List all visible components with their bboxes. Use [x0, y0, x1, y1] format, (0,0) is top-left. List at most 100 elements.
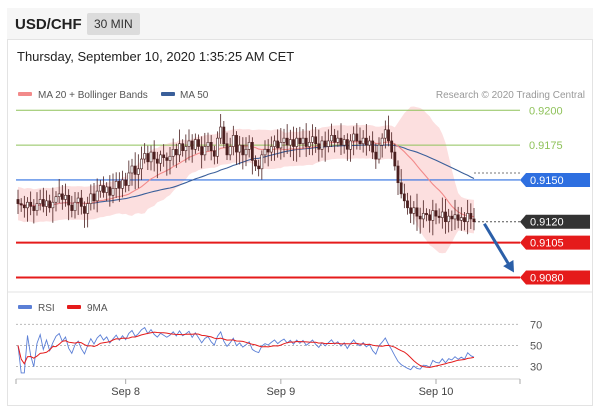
candle-body — [364, 137, 368, 146]
candle-body — [168, 155, 172, 161]
candle-body — [444, 211, 447, 223]
candle-body — [16, 199, 20, 204]
candle-body — [358, 140, 362, 145]
x-tick-label: Sep 9 — [266, 386, 295, 398]
candle-body — [184, 146, 188, 151]
candle-body — [390, 140, 394, 153]
candle-body — [86, 203, 90, 214]
candle-body — [323, 140, 327, 147]
candle-body — [206, 142, 210, 147]
candle-body — [95, 190, 99, 202]
projection-layer — [483, 222, 514, 273]
level-lines-layer — [16, 109, 520, 279]
x-tick-label: Sep 10 — [419, 386, 454, 398]
candle-body — [105, 186, 109, 193]
rsi-ma-legend-swatch — [67, 305, 81, 309]
ma50-legend-label: MA 50 — [180, 90, 209, 101]
candle-body — [352, 133, 356, 142]
candle-body — [235, 135, 238, 153]
level-label-0.9175: 0.9175 — [529, 140, 563, 152]
level-label-0.9080: 0.9080 — [530, 272, 564, 284]
candle-body — [399, 182, 403, 195]
rsi-tick-label: 30 — [530, 362, 542, 374]
candle-body — [269, 146, 273, 153]
candle-body — [437, 215, 441, 218]
candle-body — [428, 214, 432, 221]
candle-body — [301, 137, 305, 145]
candle-body — [304, 137, 308, 147]
level-tag-0.9080 — [520, 270, 590, 285]
candle-body — [463, 217, 466, 223]
candle-body — [171, 148, 175, 157]
level-label-0.9200: 0.9200 — [529, 105, 563, 117]
level-label-0.9120: 0.9120 — [530, 217, 564, 229]
candle-body — [89, 193, 93, 204]
candle-body — [447, 215, 451, 223]
candle-body — [374, 151, 378, 160]
candle-body — [73, 201, 77, 211]
candle-body — [32, 206, 36, 211]
research-credit: Research © 2020 Trading Central — [436, 90, 585, 101]
candle-body — [387, 129, 390, 142]
candle-body — [26, 201, 29, 209]
candle-body — [35, 203, 39, 211]
candle-body — [279, 142, 283, 149]
candle-body — [406, 200, 409, 209]
candle-body — [45, 200, 48, 207]
candle-body — [146, 153, 150, 163]
candle-body — [466, 213, 470, 223]
candle-body — [349, 140, 352, 150]
candle-body — [418, 215, 422, 220]
candle-body — [216, 137, 219, 157]
candle-body — [314, 136, 318, 145]
candle-body — [421, 213, 425, 220]
candle-body — [440, 211, 444, 218]
candle-body — [178, 143, 181, 156]
candle-body — [459, 217, 463, 221]
candle-body — [79, 197, 83, 207]
level-tag-0.9105 — [520, 235, 590, 250]
candle-body — [345, 139, 349, 150]
candle-body — [48, 200, 52, 209]
candle-body — [209, 142, 213, 151]
candle-body — [70, 204, 74, 211]
rsi-tick-label: 70 — [530, 319, 542, 331]
candle-body — [124, 179, 128, 186]
candle-body — [469, 213, 473, 220]
candle-body — [57, 193, 61, 197]
candle-body — [165, 157, 169, 161]
rsi-grid-layer: 70 50 30 — [16, 319, 542, 374]
rsi-line — [17, 326, 475, 374]
candle-body — [241, 144, 245, 156]
candle-body — [330, 135, 333, 142]
timeframe-button[interactable]: 30 MIN — [87, 13, 140, 35]
chart-header: USD/CHF 30 MIN — [7, 8, 593, 40]
candle-body — [231, 135, 235, 147]
candle-body — [307, 142, 311, 147]
level-tag-0.9150 — [520, 172, 590, 187]
candle-body — [143, 153, 147, 160]
candle-body — [415, 207, 419, 217]
candle-body — [60, 193, 64, 200]
candle-body — [250, 142, 254, 161]
candle-body — [76, 197, 80, 203]
candle-body — [219, 126, 223, 139]
candle-body — [355, 133, 359, 142]
candle-body — [285, 137, 289, 146]
candle-body — [336, 137, 340, 143]
candle-body — [225, 143, 229, 156]
candle-body — [51, 201, 55, 209]
candle-body — [190, 140, 194, 150]
candle-body — [276, 140, 280, 149]
candle-body — [67, 194, 71, 206]
candle-body — [197, 139, 200, 147]
candle-body — [472, 218, 476, 223]
candle-body — [412, 207, 416, 214]
level-label-0.9105: 0.9105 — [530, 238, 564, 250]
x-tick-label: Sep 8 — [111, 386, 140, 398]
candle-body — [425, 213, 428, 216]
candle-body — [19, 203, 23, 206]
candle-body — [111, 188, 115, 196]
candle-body — [102, 185, 105, 193]
